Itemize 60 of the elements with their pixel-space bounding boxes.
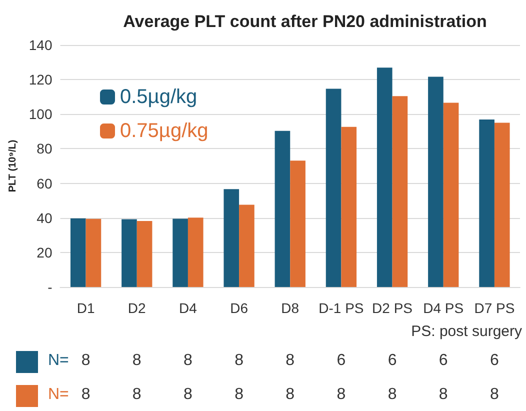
bar (136, 220, 152, 287)
text: 8 (184, 352, 192, 370)
bar (494, 122, 510, 287)
y-tick-label: 100 (28, 106, 52, 122)
text: PS: post surgery (411, 323, 522, 340)
text: 8 (81, 386, 90, 404)
bar (290, 160, 306, 287)
text: 6 (490, 352, 499, 370)
x-tick-label: D2 (128, 300, 146, 316)
y-tick-label: 80 (36, 140, 52, 157)
text: 8 (336, 386, 346, 404)
x-tick-label: D8 (281, 300, 300, 316)
bar (479, 120, 494, 287)
bar (224, 189, 240, 287)
y-tick-label: 60 (36, 175, 52, 192)
text: N= (48, 386, 69, 404)
text: 8 (132, 352, 142, 370)
x-tick-label: D-1 PS (318, 300, 364, 316)
text: 8 (438, 386, 448, 404)
text: 8 (234, 352, 244, 370)
bar (86, 218, 102, 287)
text: 6 (336, 352, 346, 370)
bar (326, 88, 342, 287)
y-tick-label: 120 (28, 72, 52, 88)
text: 8 (81, 352, 90, 370)
text: 8 (132, 386, 142, 404)
text: 6 (388, 352, 397, 370)
text: 8 (234, 386, 244, 404)
legend-label: 0.5µg/kg (120, 86, 198, 108)
bar (443, 102, 459, 287)
y-tick-label: - (48, 279, 53, 295)
bar (70, 218, 86, 287)
bar (188, 218, 204, 287)
y-tick-label: 20 (36, 244, 52, 260)
y-tick-label: 140 (28, 37, 52, 53)
text: 6 (438, 352, 448, 370)
bar (239, 204, 254, 287)
text: 8 (184, 386, 192, 404)
x-tick-label: D4 (179, 300, 198, 316)
y-axis-title: PLT (10⁹/L) (8, 140, 18, 192)
text: 8 (388, 386, 397, 404)
bar (428, 76, 444, 287)
y-tick-label: 40 (36, 210, 52, 226)
bar (122, 219, 137, 287)
bar (376, 68, 392, 287)
x-tick-label: D6 (230, 300, 248, 316)
text: 8 (490, 386, 499, 404)
text: 8 (286, 386, 295, 404)
x-tick-label: D4 PS (423, 300, 464, 316)
x-tick-label: D2 PS (372, 300, 413, 316)
chart-title: Average PLT count after PN20 administration (123, 12, 487, 31)
bar (274, 130, 290, 287)
text: 8 (286, 352, 295, 370)
bar (172, 218, 188, 287)
legend-label: 0.75µg/kg (120, 120, 208, 142)
bar (392, 96, 408, 287)
bar (341, 126, 357, 287)
x-tick-label: D1 (76, 300, 95, 316)
text: N= (48, 352, 69, 370)
x-tick-label: D7 PS (474, 300, 515, 316)
